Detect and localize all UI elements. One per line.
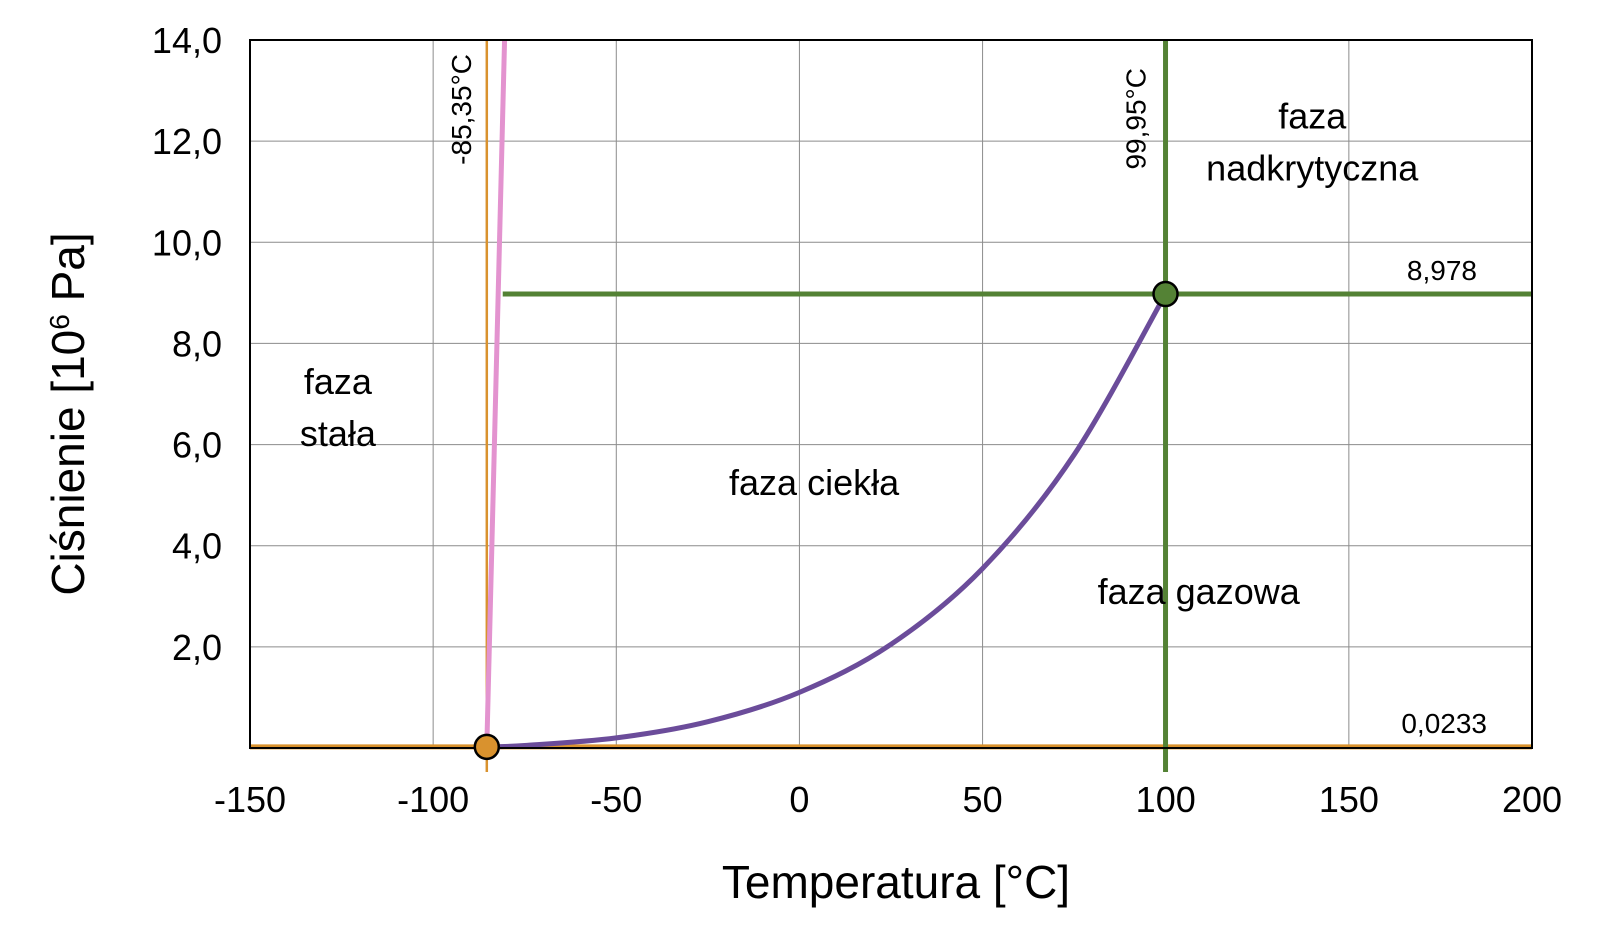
x-axis-title: Temperatura [°C]: [722, 856, 1070, 908]
x-tick-label: -150: [214, 779, 286, 820]
reference-lines: [250, 40, 1532, 772]
y-tick-label: 2,0: [172, 627, 222, 668]
critical-pressure-label: 8,978: [1407, 255, 1477, 286]
critical-temperature-label: 99,95°C: [1121, 68, 1152, 170]
region-label-line: faza ciekła: [729, 462, 900, 503]
region-label-line: stała: [300, 413, 377, 454]
x-tick-label: -100: [397, 779, 469, 820]
region-label-line: faza gazowa: [1098, 571, 1301, 612]
vaporization-curve: [486, 292, 1168, 750]
y-tick-label: 4,0: [172, 526, 222, 567]
y-tick-label: 6,0: [172, 425, 222, 466]
triple-pressure-label: 0,0233: [1401, 708, 1487, 739]
x-axis-ticks: -150 -100 -50 0 50 100 150 200: [214, 779, 1562, 820]
curves: [484, 39, 1168, 750]
x-tick-label: -50: [590, 779, 642, 820]
y-tick-label: 14,0: [152, 20, 222, 61]
x-tick-label: 0: [789, 779, 809, 820]
region-label-line: nadkrytyczna: [1206, 148, 1419, 189]
x-tick-label: 200: [1502, 779, 1562, 820]
grid: [250, 40, 1532, 748]
region-label: faza ciekła: [729, 462, 900, 503]
y-axis-title: Ciśnienie [106 Pa]: [42, 232, 94, 595]
region-label: faza nadkrytyczna: [1206, 96, 1419, 189]
melting-curve: [484, 39, 508, 747]
x-tick-label: 100: [1136, 779, 1196, 820]
region-label-line: faza: [1278, 96, 1347, 137]
x-tick-label: 50: [963, 779, 1003, 820]
y-axis-title-prefix: Ciśnienie [10: [42, 330, 94, 596]
critical-point-marker: [1152, 280, 1179, 308]
region-label: faza gazowa: [1098, 571, 1301, 612]
region-label-line: faza: [304, 361, 373, 402]
y-axis-ticks: 2,0 4,0 6,0 8,0 10,0 12,0 14,0: [152, 20, 222, 668]
x-tick-label: 150: [1319, 779, 1379, 820]
region-labels: faza stała faza ciekła faza gazowa faza nadkr…: [300, 96, 1419, 612]
points: [473, 280, 1179, 761]
y-tick-label: 12,0: [152, 121, 222, 162]
region-label: faza stała: [300, 361, 377, 454]
y-axis-title-superscript: 6: [44, 314, 75, 330]
y-tick-label: 8,0: [172, 323, 222, 364]
triple-temperature-label: -85,35°C: [446, 54, 477, 165]
plot-frame: [249, 39, 1533, 749]
y-tick-label: 10,0: [152, 222, 222, 263]
annotations: -85,35°C 99,95°C 8,978 0,0233: [446, 54, 1487, 739]
triple-point-marker: [473, 733, 501, 761]
y-axis-title-suffix: Pa]: [42, 232, 94, 314]
